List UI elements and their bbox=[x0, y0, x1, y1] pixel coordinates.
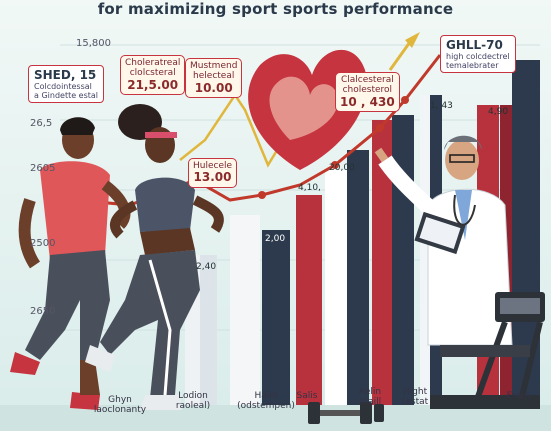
category-5: Aelin (naill bbox=[350, 387, 390, 408]
treadmill-icon bbox=[430, 292, 545, 409]
category-3-line1: Halin bbox=[254, 391, 278, 401]
left-sign: SHED, 15 Colcdointessal a Gindette estal bbox=[28, 65, 105, 103]
category-1-line2: laoclonanty bbox=[93, 404, 147, 415]
category-5-line1: Aelin bbox=[358, 387, 382, 397]
axis-label-2: 26,5 bbox=[30, 118, 53, 129]
category-6: Hight (estat bbox=[395, 387, 435, 408]
axis-label-1: 15,800 bbox=[76, 38, 111, 49]
bar-label-5: 1, 43 bbox=[430, 101, 453, 111]
category-1: Ghyn laoclonanty bbox=[85, 395, 155, 416]
bubble-2-line2: helecteal bbox=[193, 71, 235, 82]
bubble-3-line1: Clalcesteral bbox=[340, 75, 394, 85]
category-2-line2: raoleal) bbox=[175, 400, 211, 411]
category-4: Salis bbox=[292, 391, 322, 402]
category-7-line1: Erain bbox=[506, 391, 530, 401]
bar-label-4: 20,00 bbox=[329, 163, 355, 173]
bar-label-2: 2,00 bbox=[265, 234, 286, 244]
category-4-line1: Salis bbox=[296, 391, 318, 401]
left-sign-title: SHED, 15 bbox=[34, 68, 97, 82]
category-2: Lodion raoleal) bbox=[168, 391, 218, 412]
bubble-4-line1: Hulecele bbox=[193, 161, 233, 171]
axis-label-4: 2500 bbox=[30, 238, 56, 249]
bar-dark-2 bbox=[347, 150, 369, 405]
runner-man bbox=[10, 117, 131, 410]
doctor bbox=[374, 135, 513, 346]
bar-label-1: 2,40 bbox=[196, 262, 217, 272]
bubble-1: Choleratreal clolcsteral 21,5.00 bbox=[120, 55, 186, 96]
bar-red-1 bbox=[296, 195, 322, 405]
right-sign: GHLL-70 high colcdectrel temalebrater bbox=[440, 35, 516, 73]
bubble-2-value: 10.00 bbox=[194, 80, 233, 95]
bubble-2: Mustmend helecteal 10.00 bbox=[185, 58, 243, 99]
right-sign-line2: temalebrater bbox=[446, 61, 499, 70]
bubble-1-line1: Choleratreal bbox=[125, 58, 181, 68]
category-5-line2: (naill bbox=[358, 396, 382, 407]
runner-woman bbox=[85, 104, 224, 410]
bar-label-6: 4,90 bbox=[488, 107, 509, 117]
bubble-2-line1: Mustmend bbox=[190, 61, 238, 71]
axis-label-3: 2605 bbox=[30, 163, 56, 174]
category-3-line2: (odstempen) bbox=[237, 400, 295, 411]
category-2-line1: Lodion bbox=[178, 391, 208, 401]
dumbbell-icon bbox=[308, 402, 384, 424]
category-1-line1: Ghyn bbox=[108, 395, 132, 405]
bubble-1-value: 21,5.00 bbox=[127, 77, 179, 92]
right-sign-line1: high colcdectrel bbox=[446, 52, 510, 61]
bar-dark-1 bbox=[262, 230, 290, 405]
bubble-4: Hulecele 13.00 bbox=[188, 158, 238, 189]
axis-label-5: 2650 bbox=[30, 306, 56, 317]
left-sign-line2: a Gindette estal bbox=[34, 91, 99, 100]
category-7: Erain bbox=[498, 391, 538, 402]
bar-label-3: 4,10, bbox=[298, 183, 321, 193]
bubble-3-value: 10 , 430 bbox=[340, 94, 395, 109]
left-sign-line1: Colcdointessal bbox=[34, 82, 92, 91]
bar-dark-3 bbox=[392, 115, 414, 405]
bubble-3-line2: cholesterol bbox=[342, 85, 393, 96]
category-6-line2: (estat bbox=[401, 396, 429, 407]
bar-red-2 bbox=[372, 120, 392, 405]
bubble-3: Clalcesteral cholesterol 10 , 430 bbox=[335, 72, 400, 113]
trend-points bbox=[191, 96, 409, 199]
category-6-line1: Hight bbox=[402, 387, 428, 397]
bubble-1-line2: clolcsteral bbox=[129, 68, 176, 79]
bubble-4-value: 13.00 bbox=[193, 170, 232, 185]
page-title: for maximizing sport sports performance bbox=[97, 0, 454, 18]
category-3: Halin (odstempen) bbox=[236, 391, 296, 412]
right-sign-title: GHLL-70 bbox=[446, 38, 503, 52]
